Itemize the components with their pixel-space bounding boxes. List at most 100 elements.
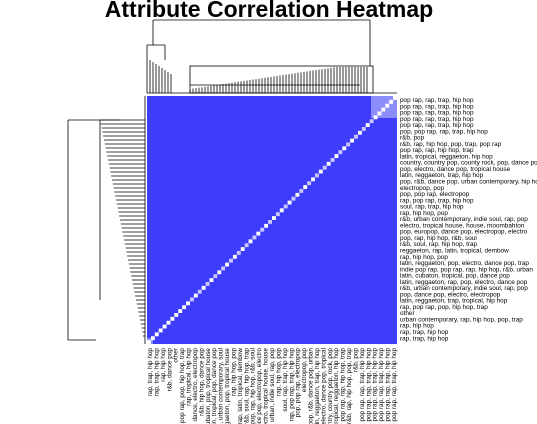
row-label: latin, reggaeton, pop, electro, dance po… <box>400 260 529 267</box>
row-label: soul, rap, trap, hip hop <box>400 204 464 211</box>
row-label: urban contemporary, rap, hip hop, pop, t… <box>400 316 523 323</box>
top-dendrogram <box>146 19 397 94</box>
heatmap-diagonal-cell <box>244 243 249 248</box>
heatmap-diagonal-cell <box>166 320 171 325</box>
column-label: pop, electro, dance pop, tropical <box>320 348 327 424</box>
heatmap-diagonal-cell <box>225 262 230 267</box>
column-label: latin, reggaeton, trap, hip hop <box>314 348 321 424</box>
heatmap-diagonal-cell <box>260 227 265 232</box>
column-label: pop rap, rap, trap, hip hop <box>391 348 398 422</box>
heatmap-diagonal-cell <box>252 235 257 240</box>
column-label: rap, hip hop, pop <box>275 348 282 396</box>
column-labels: rap, trap, hip hop rap, trap, hip hop rap,… <box>147 347 398 424</box>
heatmap-diagonal-cell <box>295 192 300 197</box>
column-label: latin, rap, latin, tropical, dembow <box>237 348 244 424</box>
heatmap-diagonal-cell <box>170 316 175 321</box>
heatmap-diagonal-cell <box>193 293 198 298</box>
heatmap-diagonal-cell <box>264 223 269 228</box>
heatmap-diagonal-cell <box>283 204 288 209</box>
row-label: r&b, soul, rap, hip hop, trap <box>400 241 478 248</box>
column-label: pop, rap, hip hop, r&b, soul <box>250 348 257 424</box>
heatmap-diagonal-cell <box>291 196 296 201</box>
column-label: r&b, urban contemporary, soul <box>218 348 225 424</box>
heatmap-diagonal-cell <box>240 247 245 251</box>
row-label: r&b, urban contemporary, indie soul, rap… <box>400 216 528 223</box>
heatmap-diagonal-cell <box>338 150 343 155</box>
heatmap-diagonal-cell <box>369 119 374 124</box>
heatmap-diagonal-cell <box>373 115 378 120</box>
row-label: country, country pop, county rock, pop, … <box>400 160 537 167</box>
heatmap-diagonal-cell <box>322 165 327 170</box>
column-label: rap, trap, hip hop <box>147 348 154 397</box>
left-dendrogram <box>67 96 146 344</box>
row-label: pop rap, rap, hip hop, trap <box>400 147 474 154</box>
column-label: r&b, pop <box>352 348 359 373</box>
heatmap-diagonal-cell <box>147 340 151 344</box>
column-label: pop, pop rap, electropop <box>295 348 302 418</box>
heatmap-diagonal-cell <box>256 231 261 236</box>
heatmap-diagonal-cell <box>189 297 194 302</box>
column-label: latin, reggaeton, pop, tropical house <box>224 348 231 424</box>
column-label: country, country pop, rock, pop <box>327 348 334 424</box>
heatmap-diagonal-cell <box>221 266 226 271</box>
heatmap-diagonal-cell <box>182 305 187 310</box>
column-label: pop rap, rap, hip hop, trap <box>340 348 347 422</box>
heatmap-diagonal-cell <box>158 328 163 333</box>
row-label: latin, reggaeton, trap, tropical, hip ho… <box>400 298 508 305</box>
column-label: r&b, dance pop <box>166 348 173 392</box>
heatmap-diagonal-cell <box>229 258 233 263</box>
column-label: latin, cubaton, pop, tropical house <box>205 348 212 424</box>
row-label: pop, pop rap, electropop <box>400 191 470 198</box>
column-label: latin, tropical, pop, dance pop <box>211 348 218 424</box>
row-label: pop, rap, hip hop, r&b, soul <box>400 235 477 242</box>
heatmap-diagonal-cell <box>162 324 167 329</box>
column-label: other <box>173 347 180 362</box>
column-label: rap, hip hop, pop <box>230 348 237 396</box>
row-label: pop, dance pop, electro, electropop <box>400 291 501 298</box>
column-label: electro, tropical house, house <box>263 348 270 424</box>
heatmap-diagonal-cell <box>186 301 190 306</box>
heatmap-diagonal-cell <box>385 103 390 108</box>
heatmap-grid <box>147 96 397 344</box>
heatmap-diagonal-cell <box>361 127 366 131</box>
heatmap-diagonal-cell <box>213 274 218 279</box>
column-label: electropop, pop <box>301 348 308 393</box>
row-label: pop rap, rap, trap, hip hop <box>400 116 474 123</box>
column-label: pop rap, pop, hip hop, trap <box>179 348 186 423</box>
column-label: pop rap, rap, trap, hip hop <box>378 348 385 422</box>
heatmap-diagonal-cell <box>174 313 179 317</box>
row-label: latin, reggaeton, trap, hip hop <box>400 172 484 179</box>
column-label: rap, tropical, hip hop <box>186 348 193 406</box>
row-label: rap, pop rap, trap, hip hop <box>400 197 474 204</box>
row-label: rap, hip hop, pop <box>400 254 448 261</box>
row-label: pop, r&b, dance pop, urban contemporary,… <box>400 179 537 186</box>
column-label: pop rap, rap, trap, hip hop <box>385 348 392 422</box>
column-label: rap, hip hop <box>160 348 167 382</box>
heatmap-diagonal-cell <box>287 200 292 205</box>
row-label: pop, pop rap, rap, trap, hip hop <box>400 128 488 135</box>
column-label: rap, pop rap, trap, hip hop <box>288 348 295 422</box>
heatmap-diagonal-cell <box>314 173 319 178</box>
row-label: r&b, rap, hip hop, pop, trap, pop rap <box>400 141 502 148</box>
heatmap-diagonal-cell <box>330 158 335 162</box>
heatmap-diagonal-cell <box>311 177 315 182</box>
heatmap-diagonal-cell <box>197 289 202 294</box>
column-label: pop, dance, electro, electropop <box>192 348 199 424</box>
column-label: r&b, soul, rap, hip hop, trap <box>243 348 250 424</box>
heatmap-diagonal-cell <box>217 270 222 275</box>
row-label: r&b, urban contemporary, indie soul, rap… <box>400 285 528 292</box>
heatmap-diagonal-cell <box>326 161 331 166</box>
heatmap-diagonal-cell <box>272 216 276 220</box>
heatmap-diagonal-cell <box>342 146 347 151</box>
heatmap-diagonal-cell <box>178 309 183 313</box>
column-label: pop rap, rap, trap, hip hop <box>365 348 372 422</box>
row-label: latin, reggaeton, rap, pop, electro, dan… <box>400 279 528 286</box>
heatmap-diagonal-cell <box>201 285 206 290</box>
heatmap-diagonal-cell <box>303 185 308 189</box>
row-label: latin, tropical, reggaeton, hip hop <box>400 153 493 160</box>
row-label: rap, hip hop <box>400 323 434 330</box>
column-label: pop, pop rap, rap, trap, hip hop <box>359 348 366 424</box>
heatmap-diagonal-cell <box>209 278 214 282</box>
chart-title: Attribute Correlation Heatmap <box>105 0 433 22</box>
